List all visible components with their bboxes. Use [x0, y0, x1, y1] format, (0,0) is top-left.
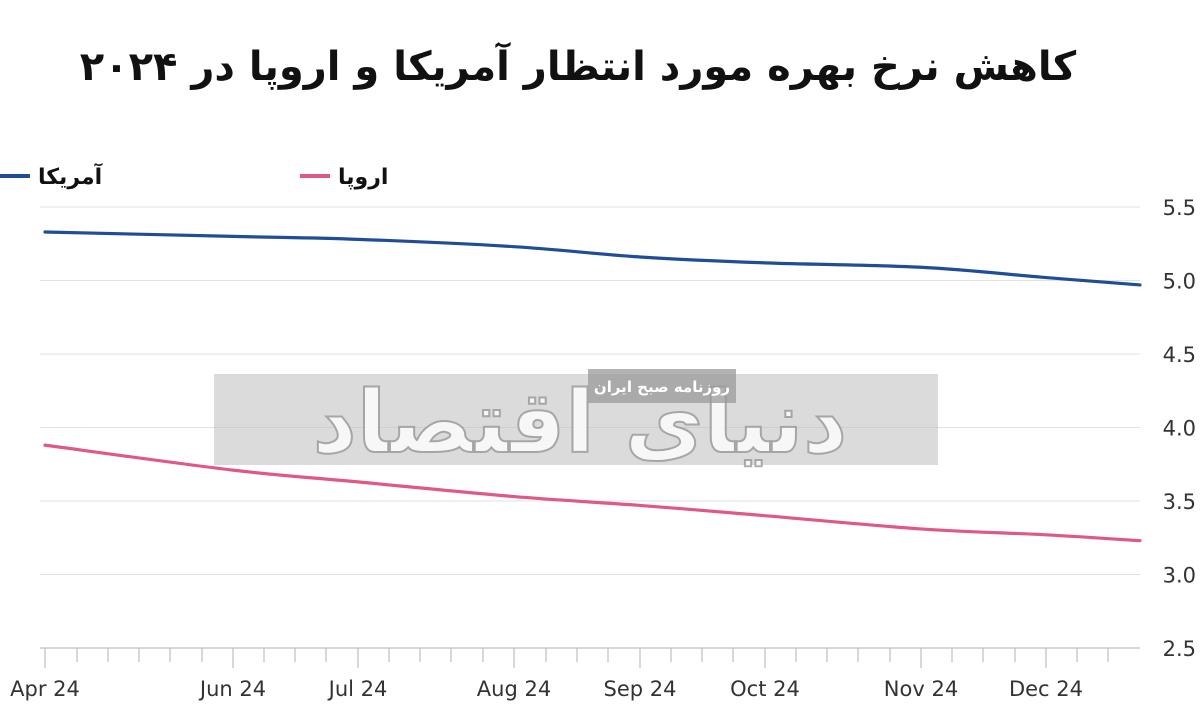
y-tick-label: 5.5	[1163, 196, 1196, 220]
y-tick-label: 4.0	[1163, 417, 1196, 441]
x-tick-label: Aug 24	[477, 677, 551, 701]
legend: آمریکا اروپا	[0, 162, 388, 190]
x-tick-label: Jul 24	[327, 677, 388, 701]
x-tick-label: Jun 24	[198, 677, 266, 701]
x-tick-label: Nov 24	[884, 677, 958, 701]
chart-title: کاهش نرخ بهره مورد انتظار آمریکا و اروپا…	[80, 41, 1077, 90]
series	[43, 230, 1142, 543]
y-tick-label: 4.5	[1163, 343, 1196, 367]
y-tick-label: 3.0	[1163, 564, 1196, 588]
axes: 2.5 3.0 3.5 4.0 4.5 5.0 5.5 Apr 24 Jun 24 Jul 24 A…	[10, 196, 1196, 701]
y-tick-label: 2.5	[1163, 637, 1196, 661]
x-tick-label: Sep 24	[604, 677, 677, 701]
watermark-tag-bg	[588, 369, 736, 403]
y-tick-label: 3.5	[1163, 490, 1196, 514]
watermark: دنیای اقتصاد روزنامه صبح ایران	[214, 369, 938, 474]
legend-label-usa: آمریکا	[38, 162, 103, 190]
legend-label-europe: اروپا	[338, 165, 388, 190]
x-tick-label: Oct 24	[730, 677, 800, 701]
x-tick-label: Apr 24	[10, 677, 80, 701]
watermark-logo: دنیای اقتصاد	[313, 373, 848, 473]
watermark-band	[214, 374, 938, 465]
y-tick-label: 5.0	[1163, 270, 1196, 294]
x-tick-label: Dec 24	[1009, 677, 1083, 701]
series-line-europe	[43, 443, 1142, 543]
series-line-usa	[43, 230, 1142, 287]
watermark-tagline: روزنامه صبح ایران	[594, 378, 730, 396]
